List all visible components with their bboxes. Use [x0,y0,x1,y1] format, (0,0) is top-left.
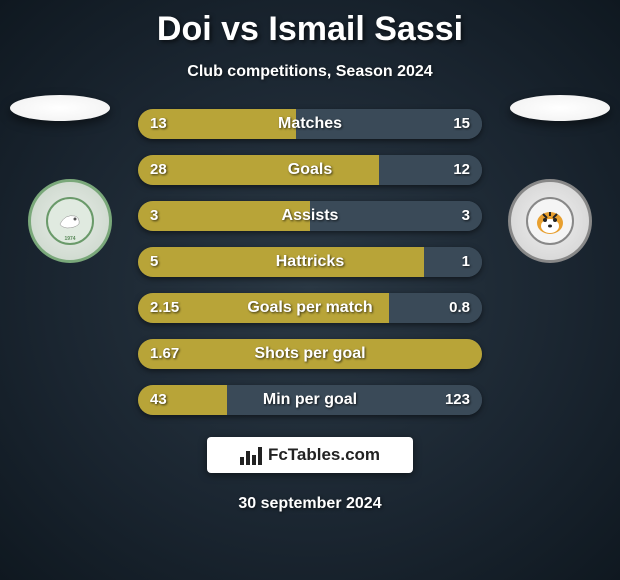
club-badge-right [508,179,592,263]
stat-row: Hattricks5 1 [138,247,482,277]
stat-rows: Matches13 15 Goals28 12 Assists3 3 Hattricks5 1… [138,109,482,415]
stat-row: Goals28 12 [138,155,482,185]
subtitle: Club competitions, Season 2024 [0,63,620,81]
comparison-title: Doi vs Ismail Sassi [0,0,620,49]
date: 30 september 2024 [0,495,620,513]
stat-value-right: 0.8 [449,293,470,323]
stat-value-left: 3 [150,201,158,231]
stat-row: Matches13 15 [138,109,482,139]
player1-photo-placeholder [10,95,110,121]
footer-logo: FcTables.com [207,437,413,473]
stat-value-right: 3 [462,201,470,231]
stat-label: Goals per match [138,293,482,323]
stat-value-right: 12 [453,155,470,185]
tiger-icon [525,196,575,246]
stat-value-right: 1 [462,247,470,277]
stat-row: Goals per match2.15 0.8 [138,293,482,323]
stat-label: Matches [138,109,482,139]
svg-text:1974: 1974 [64,236,75,242]
stat-row: Shots per goal1.67 [138,339,482,369]
stat-value-left: 5 [150,247,158,277]
stat-value-left: 43 [150,385,167,415]
player2-name: Ismail Sassi [268,10,463,48]
stat-value-left: 28 [150,155,167,185]
stat-value-left: 1.67 [150,339,179,369]
stat-label: Hattricks [138,247,482,277]
vs-text: vs [221,10,259,48]
stat-value-left: 13 [150,109,167,139]
stat-value-left: 2.15 [150,293,179,323]
stat-value-right: 15 [453,109,470,139]
stat-label: Assists [138,201,482,231]
stat-value-right: 123 [445,385,470,415]
stat-row: Assists3 3 [138,201,482,231]
stat-label: Goals [138,155,482,185]
bird-icon: 1974 [45,196,95,246]
chart-icon [240,445,262,465]
comparison-content: 1974 Matches1315Goals2812Assists33Hattri… [0,109,620,415]
stat-label: Shots per goal [138,339,482,369]
stat-label: Min per goal [138,385,482,415]
stat-row: Min per goal43 123 [138,385,482,415]
footer-logo-text: FcTables.com [268,445,380,465]
player1-name: Doi [157,10,212,48]
player2-photo-placeholder [510,95,610,121]
club-badge-left: 1974 [28,179,112,263]
